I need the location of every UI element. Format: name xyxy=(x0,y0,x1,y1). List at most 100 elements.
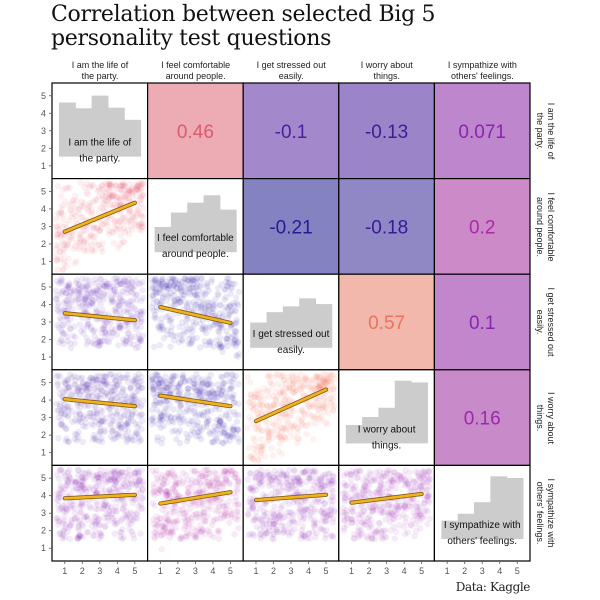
scatter-point xyxy=(252,469,260,477)
scatter-point xyxy=(81,402,88,410)
scatter-point xyxy=(61,305,68,313)
scatter-point xyxy=(104,291,112,299)
scatter-point xyxy=(92,309,100,316)
scatter-point xyxy=(84,247,91,254)
scatter-point xyxy=(126,231,133,238)
scatter-point xyxy=(183,316,190,324)
scatter-point xyxy=(277,424,285,431)
scatter-point xyxy=(201,299,209,307)
scatter-point xyxy=(259,401,266,409)
scatter-point xyxy=(101,201,108,208)
scatter-point xyxy=(381,480,388,487)
scatter-point xyxy=(177,331,184,339)
scatter-point xyxy=(96,428,103,435)
scatter-point xyxy=(277,389,285,396)
scatter-point xyxy=(386,518,394,525)
scatter-point xyxy=(103,378,111,385)
scatter-point xyxy=(108,296,115,304)
scatter-point xyxy=(167,413,175,421)
scatter-point xyxy=(225,332,232,339)
correlation-cell-bg xyxy=(434,178,530,275)
scatter-point xyxy=(129,190,136,198)
scatter-point xyxy=(106,194,113,202)
scatter-point xyxy=(92,418,100,425)
scatter-point xyxy=(231,338,239,346)
scatter-point xyxy=(117,232,125,239)
scatter-point xyxy=(138,495,146,502)
scatter-point xyxy=(60,405,67,412)
scatter-point xyxy=(208,305,215,313)
scatter-point xyxy=(153,315,160,322)
scatter-point xyxy=(128,411,136,418)
scatter-point xyxy=(121,301,128,308)
scatter-point xyxy=(174,517,182,524)
scatter-point xyxy=(58,205,65,212)
scatter-point xyxy=(84,338,92,345)
scatter-point xyxy=(199,498,207,506)
scatter-point xyxy=(217,373,225,380)
scatter-point xyxy=(88,241,96,249)
scatter-point xyxy=(66,184,74,191)
scatter-point xyxy=(97,341,104,348)
scatter-point xyxy=(226,378,233,385)
scatter-point xyxy=(56,339,63,346)
scatter-point xyxy=(54,226,61,233)
scatter-point xyxy=(68,201,76,208)
scatter-point xyxy=(191,291,199,298)
scatter-point xyxy=(206,324,213,332)
scatter-point xyxy=(58,316,65,324)
scatter-point xyxy=(86,199,94,207)
scatter-point xyxy=(265,372,273,380)
scatter-point xyxy=(108,193,115,200)
scatter-point xyxy=(169,428,176,435)
scatter-point xyxy=(125,190,132,197)
scatter-point xyxy=(232,307,239,315)
scatter-point xyxy=(106,184,114,192)
scatter-point xyxy=(86,184,93,191)
scatter-point xyxy=(283,418,291,426)
scatter-point xyxy=(231,336,238,344)
scatter-point xyxy=(162,488,169,495)
scatter-point xyxy=(120,238,128,246)
scatter-point xyxy=(76,234,83,241)
scatter-point xyxy=(96,338,103,345)
scatter-point xyxy=(309,467,316,475)
scatter-point xyxy=(169,283,177,290)
scatter-point xyxy=(124,219,131,226)
scatter-point xyxy=(169,276,177,284)
scatter-point xyxy=(71,515,78,523)
scatter-point xyxy=(87,232,94,239)
scatter-point xyxy=(108,325,115,332)
scatter-point xyxy=(89,182,96,189)
scatter-point xyxy=(112,183,119,190)
scatter-point xyxy=(423,492,430,500)
scatter-point xyxy=(73,437,81,444)
scatter-point xyxy=(188,325,195,332)
scatter-point xyxy=(232,333,240,340)
scatter-point xyxy=(54,256,61,263)
scatter-point xyxy=(124,286,131,294)
scatter-point xyxy=(61,406,68,413)
scatter-point xyxy=(248,487,256,494)
scatter-point xyxy=(133,323,140,330)
scatter-point xyxy=(125,330,133,337)
matrix-cell-1-4: 0.2 xyxy=(433,178,531,275)
scatter-point xyxy=(202,518,210,525)
scatter-point xyxy=(176,510,183,517)
source-credit: Data: Kaggle xyxy=(455,580,531,594)
scatter-point xyxy=(67,340,74,347)
column-header-line: others' feelings. xyxy=(451,71,514,81)
scatter-point xyxy=(291,525,298,533)
scatter-point xyxy=(83,382,91,390)
scatter-point xyxy=(154,279,162,286)
x-tick-label: 4 xyxy=(402,566,407,576)
scatter-point xyxy=(54,233,61,241)
scatter-point xyxy=(305,403,312,411)
scatter-point xyxy=(59,266,67,273)
scatter-point xyxy=(59,277,66,284)
scatter-point xyxy=(190,482,197,489)
scatter-point xyxy=(133,211,141,219)
x-tick-label: 5 xyxy=(132,566,137,576)
scatter-point xyxy=(233,482,241,489)
scatter-point xyxy=(73,197,81,205)
